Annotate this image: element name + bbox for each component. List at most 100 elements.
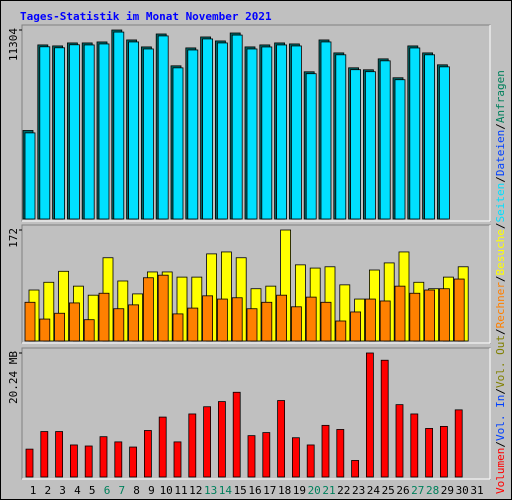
bar xyxy=(216,298,228,342)
bar xyxy=(39,46,51,220)
legend-entry: Seiten xyxy=(494,183,507,223)
bar xyxy=(25,448,34,478)
bar xyxy=(142,48,154,220)
bar xyxy=(172,67,184,220)
bar xyxy=(261,46,273,220)
bar xyxy=(83,319,95,342)
bar xyxy=(305,296,317,342)
bar xyxy=(98,43,110,220)
bar xyxy=(364,298,376,342)
bar xyxy=(54,47,65,220)
bar xyxy=(54,312,65,342)
bar xyxy=(395,404,404,478)
bar xyxy=(142,277,154,342)
chart-title: Tages-Statistik im Monat November 2021 xyxy=(20,10,272,23)
bar xyxy=(217,401,226,478)
x-tick-label: 22 xyxy=(337,484,350,497)
x-tick-label: 27 xyxy=(411,484,424,497)
bar xyxy=(203,406,212,478)
bar xyxy=(380,359,389,478)
bar xyxy=(246,48,258,220)
legend-separator: / xyxy=(494,388,507,395)
bar xyxy=(351,460,360,478)
bar xyxy=(231,297,243,342)
bar xyxy=(40,431,49,478)
bar xyxy=(114,441,123,478)
x-tick-label: 14 xyxy=(219,484,233,497)
bar xyxy=(410,413,419,478)
bar xyxy=(83,44,95,220)
x-tick-label: 11 xyxy=(174,484,187,497)
bar xyxy=(69,44,80,220)
bar xyxy=(261,301,273,342)
bar xyxy=(70,444,78,478)
bar xyxy=(438,66,450,220)
bar xyxy=(188,413,197,478)
bar xyxy=(290,306,302,342)
bar xyxy=(409,292,421,342)
bar xyxy=(320,41,332,220)
bar xyxy=(439,425,448,478)
x-tick-label: 16 xyxy=(248,484,261,497)
x-tick-label: 29 xyxy=(441,484,454,497)
legend-entry: Vol. In xyxy=(494,395,507,441)
bar xyxy=(247,435,256,478)
x-tick-label: 12 xyxy=(189,484,202,497)
bar xyxy=(216,42,228,220)
bar xyxy=(438,288,450,342)
bar xyxy=(394,79,406,220)
legend-separator: / xyxy=(494,123,507,130)
x-tick-label: 17 xyxy=(263,484,276,497)
x-tick-label: 2 xyxy=(44,484,51,497)
x-tick-label: 24 xyxy=(367,484,381,497)
legend-separator: / xyxy=(494,176,507,183)
bar xyxy=(336,429,345,478)
x-tick-label: 23 xyxy=(352,484,365,497)
bar xyxy=(99,436,108,478)
bar xyxy=(39,318,51,342)
legend-separator: / xyxy=(494,222,507,229)
x-tick-label: 15 xyxy=(234,484,247,497)
bar xyxy=(157,35,169,220)
bar xyxy=(262,432,271,478)
x-tick-label: 13 xyxy=(204,484,217,497)
legend-separator: / xyxy=(494,275,507,282)
bar xyxy=(424,289,436,342)
bar xyxy=(202,295,214,342)
legend: Volumen/Vol. In/Vol. Out/Rechner/Besuche… xyxy=(494,70,507,494)
bar xyxy=(187,307,199,342)
bar xyxy=(409,47,421,220)
legend-entry: Volumen xyxy=(494,448,507,494)
y-tick-label: 20.24 MB xyxy=(7,351,20,404)
bar xyxy=(187,49,199,220)
x-tick-label: 5 xyxy=(89,484,96,497)
bar xyxy=(173,441,182,478)
x-tick-label: 8 xyxy=(133,484,140,497)
bar xyxy=(320,301,332,342)
x-tick-label: 4 xyxy=(74,484,81,497)
bar xyxy=(335,320,347,342)
bar xyxy=(350,69,362,220)
x-tick-label: 10 xyxy=(160,484,173,497)
x-tick-label: 25 xyxy=(382,484,395,497)
bar xyxy=(129,446,138,478)
legend-entry: Rechner xyxy=(494,282,507,329)
bar xyxy=(321,424,330,478)
x-tick-label: 1 xyxy=(30,484,37,497)
legend-entry: Anfragen xyxy=(494,70,507,123)
bar xyxy=(350,311,362,342)
bar xyxy=(306,444,315,478)
legend-separator: / xyxy=(494,441,507,448)
bar xyxy=(424,54,436,220)
bar xyxy=(172,313,184,342)
bar xyxy=(232,391,241,478)
bar xyxy=(453,278,465,342)
bar xyxy=(143,430,152,478)
bar xyxy=(454,409,463,478)
bar xyxy=(128,41,140,220)
y-tick-label: 172 xyxy=(7,228,20,248)
x-tick-label: 20 xyxy=(308,484,321,497)
bar xyxy=(98,292,110,342)
